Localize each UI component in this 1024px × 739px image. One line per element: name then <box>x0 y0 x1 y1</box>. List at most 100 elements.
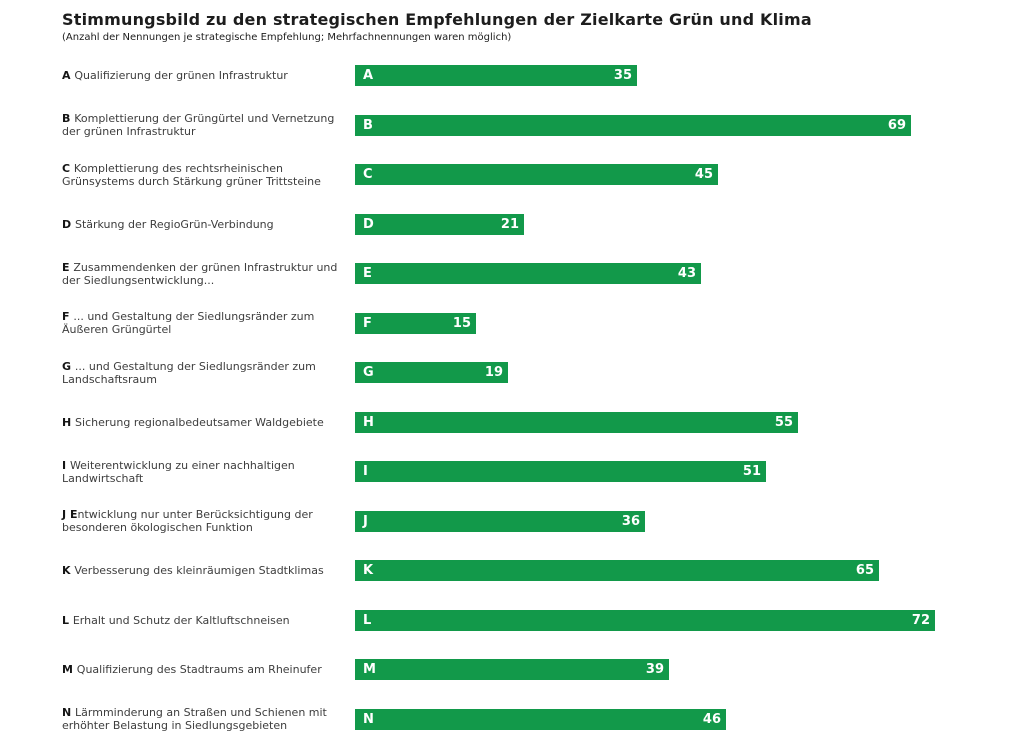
bar-track: M 39 <box>355 659 1024 681</box>
chart-row: J Entwicklung nur unter Berücksichtigung… <box>62 497 1024 547</box>
category-letter: C <box>62 161 74 175</box>
chart-row: I Weiterentwicklung zu einer nachhaltige… <box>62 447 1024 497</box>
category-label: J Entwicklung nur unter Berücksichtigung… <box>62 508 313 535</box>
bar-track: B 69 <box>355 114 1024 136</box>
chart-row: A Qualifizierung der grünen Infrastruktu… <box>62 51 1024 101</box>
page-title: Stimmungsbild zu den strategischen Empfe… <box>62 10 812 29</box>
bar-track: D 21 <box>355 213 1024 235</box>
bar-B: B 69 <box>355 114 911 136</box>
bar-M: M 39 <box>355 659 669 681</box>
chart-row: E Zusammendenken der grünen Infrastruktu… <box>62 249 1024 299</box>
bar-A: A 35 <box>355 65 637 87</box>
category-label: F ... und Gestaltung der Siedlungsränder… <box>62 310 315 337</box>
category-label: H Sicherung regionalbedeutsamer Waldgebi… <box>62 415 324 429</box>
bar-track: K 65 <box>355 560 1024 582</box>
bar-value: 35 <box>613 68 632 84</box>
bar-track: N 46 <box>355 708 1024 730</box>
bar-letter: D <box>363 216 374 232</box>
category-letter: F <box>62 310 74 324</box>
bar-chart: A Qualifizierung der grünen Infrastruktu… <box>62 51 1024 739</box>
bar-value: 19 <box>484 365 503 381</box>
bar-value: 65 <box>855 563 874 579</box>
bar-H: H 55 <box>355 411 798 433</box>
bar-value: 39 <box>645 662 664 678</box>
bar-value: 45 <box>694 167 713 183</box>
category-label: A Qualifizierung der grünen Infrastruktu… <box>62 69 288 83</box>
chart-row: B Komplettierung der Grüngürtel und Vern… <box>62 101 1024 151</box>
chart-row: F ... und Gestaltung der Siedlungsränder… <box>62 299 1024 349</box>
bar-letter: J <box>363 513 368 529</box>
bar-K: K 65 <box>355 560 879 582</box>
bar-value: 15 <box>452 315 471 331</box>
bar-value: 55 <box>774 414 793 430</box>
category-letter: I <box>62 458 70 472</box>
bar-track: G 19 <box>355 362 1024 384</box>
bar-G: G 19 <box>355 362 508 384</box>
category-label: N Lärmminderung an Straßen und Schienen … <box>62 706 327 733</box>
bar-I: I 51 <box>355 461 766 483</box>
bar-F: F 15 <box>355 312 476 334</box>
bar-L: L 72 <box>355 609 935 631</box>
bar-track: A 35 <box>355 65 1024 87</box>
category-letter: J <box>62 508 70 522</box>
bar-letter: C <box>363 167 373 183</box>
page-subtitle: (Anzahl der Nennungen je strategische Em… <box>62 32 512 43</box>
bar-value: 51 <box>742 464 761 480</box>
category-label-bold-initial: E <box>69 508 78 522</box>
bar-value: 72 <box>911 612 930 628</box>
bar-J: J 36 <box>355 510 645 532</box>
bar-letter: K <box>363 563 374 579</box>
chart-row: H Sicherung regionalbedeutsamer Waldgebi… <box>62 398 1024 448</box>
bar-track: J 36 <box>355 510 1024 532</box>
bar-letter: G <box>363 365 374 381</box>
category-letter: K <box>62 564 75 578</box>
bar-track: F 15 <box>355 312 1024 334</box>
category-letter: B <box>62 112 75 126</box>
category-label: I Weiterentwicklung zu einer nachhaltige… <box>62 458 295 485</box>
bar-D: D 21 <box>355 213 524 235</box>
category-letter: G <box>62 359 75 373</box>
chart-row: K Verbesserung des kleinräumigen Stadtkl… <box>62 546 1024 596</box>
bar-value: 21 <box>500 216 519 232</box>
category-label: D Stärkung der RegioGrün-Verbindung <box>62 217 274 231</box>
bar-letter: F <box>363 315 372 331</box>
bar-track: L 72 <box>355 609 1024 631</box>
bar-letter: L <box>363 612 372 628</box>
category-label: B Komplettierung der Grüngürtel und Vern… <box>62 112 335 139</box>
category-label: L Erhalt und Schutz der Kaltluftschneise… <box>62 613 290 627</box>
chart-row: M Qualifizierung des Stadtraums am Rhein… <box>62 645 1024 695</box>
category-letter: D <box>62 217 75 231</box>
bar-letter: A <box>363 68 374 84</box>
bar-track: I 51 <box>355 461 1024 483</box>
bar-value: 43 <box>677 266 696 282</box>
category-label: C Komplettierung des rechtsrheinischen G… <box>62 161 321 188</box>
bar-value: 36 <box>621 513 640 529</box>
chart-row: L Erhalt und Schutz der Kaltluftschneise… <box>62 596 1024 646</box>
category-letter: E <box>62 260 74 274</box>
bar-letter: H <box>363 414 374 430</box>
category-letter: M <box>62 663 77 677</box>
bar-letter: M <box>363 662 376 678</box>
category-letter: L <box>62 613 73 627</box>
chart-row: N Lärmminderung an Straßen und Schienen … <box>62 695 1024 739</box>
category-label: E Zusammendenken der grünen Infrastruktu… <box>62 260 338 287</box>
category-label: M Qualifizierung des Stadtraums am Rhein… <box>62 663 322 677</box>
chart-row: D Stärkung der RegioGrün-Verbindung D 21 <box>62 200 1024 250</box>
bar-track: E 43 <box>355 263 1024 285</box>
chart-row: C Komplettierung des rechtsrheinischen G… <box>62 150 1024 200</box>
bar-letter: N <box>363 711 374 727</box>
bar-letter: E <box>363 266 372 282</box>
category-letter: N <box>62 706 76 720</box>
category-letter: H <box>62 415 76 429</box>
bar-track: H 55 <box>355 411 1024 433</box>
bar-track: C 45 <box>355 164 1024 186</box>
category-label: K Verbesserung des kleinräumigen Stadtkl… <box>62 564 324 578</box>
chart-row: G ... und Gestaltung der Siedlungsränder… <box>62 348 1024 398</box>
category-label: G ... und Gestaltung der Siedlungsränder… <box>62 359 316 386</box>
bar-letter: B <box>363 117 373 133</box>
bar-E: E 43 <box>355 263 701 285</box>
bar-value: 46 <box>702 711 721 727</box>
bar-value: 69 <box>887 117 906 133</box>
bar-N: N 46 <box>355 708 726 730</box>
